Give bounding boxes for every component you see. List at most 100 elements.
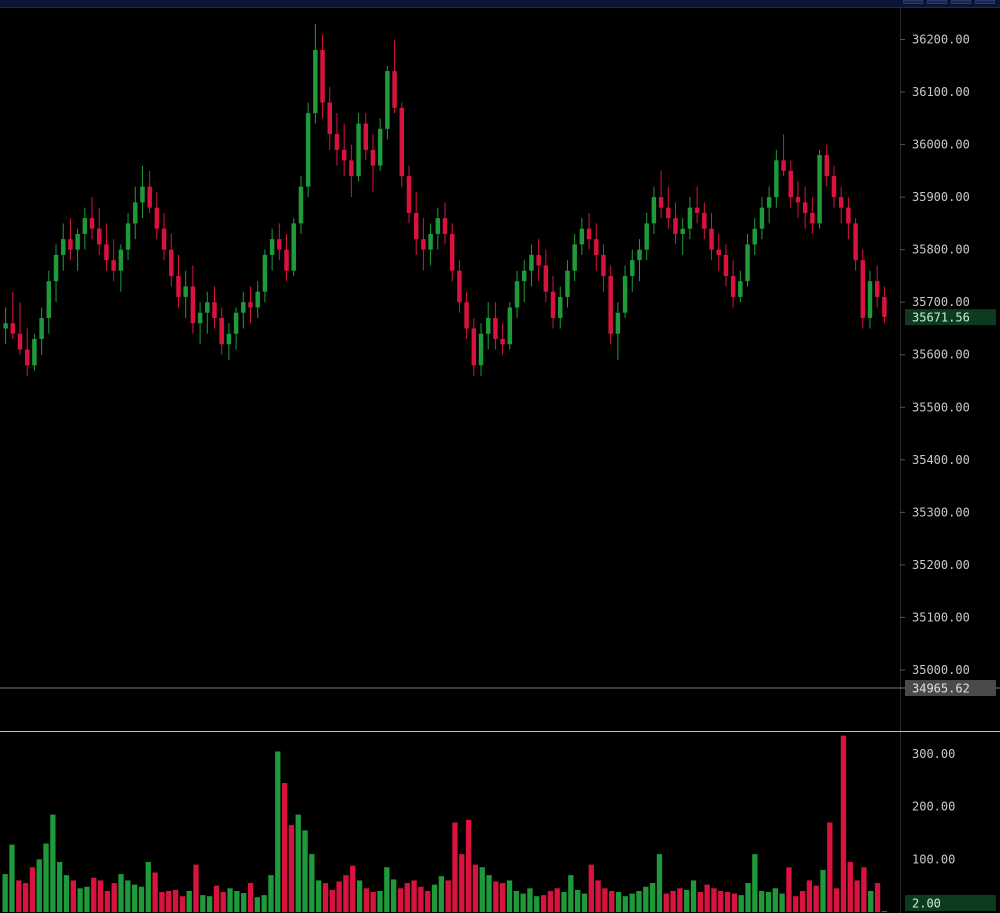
volume-bar — [268, 875, 274, 912]
candle-body — [82, 218, 88, 234]
toolbar-button-3[interactable] — [951, 0, 971, 4]
volume-bar — [759, 890, 765, 912]
volume-bar — [813, 885, 819, 912]
candle-body — [565, 270, 570, 297]
candle-body — [594, 239, 599, 255]
volume-bar — [840, 735, 847, 912]
toolbar-button-1[interactable] — [903, 0, 923, 4]
volume-bar — [752, 854, 758, 912]
candle-body — [133, 202, 138, 224]
volume-bar — [588, 864, 594, 912]
volume-bar — [350, 865, 356, 912]
candle-body — [882, 296, 887, 317]
volume-bar — [261, 895, 267, 912]
candle-body — [608, 275, 613, 334]
candle-body — [176, 275, 181, 297]
candle-body — [867, 281, 873, 318]
price-tick-label: 36100.00 — [912, 85, 970, 99]
volume-bar — [547, 890, 554, 912]
volume-bar — [281, 783, 288, 912]
candle-body — [572, 244, 577, 271]
candle-body — [10, 323, 16, 334]
volume-bar — [820, 869, 826, 912]
candle-body — [817, 155, 822, 224]
candle-body — [673, 218, 678, 234]
candle-body — [723, 254, 729, 276]
price-tick-label: 35700.00 — [912, 295, 970, 309]
volume-bar — [479, 867, 485, 912]
volume-bar — [302, 830, 308, 912]
candle-body — [241, 302, 246, 313]
crosshair-price-label: 34965.62 — [912, 682, 970, 696]
last-price-label: 35671.56 — [912, 311, 970, 325]
candle-body — [709, 228, 714, 250]
candle-body — [579, 228, 585, 245]
volume-bar — [765, 891, 772, 912]
price-tick-label: 35300.00 — [912, 505, 970, 519]
candle-body — [392, 71, 397, 108]
toolbar-button-4[interactable] — [975, 0, 995, 4]
candle-body — [759, 207, 765, 229]
candle-body — [694, 207, 700, 213]
candle-body — [363, 123, 368, 150]
candle-body — [730, 275, 736, 297]
volume-bar — [656, 854, 663, 912]
candle-body — [738, 281, 743, 297]
volume-bar — [343, 875, 349, 912]
candle-body — [637, 249, 642, 261]
volume-bar — [799, 890, 806, 912]
candle-body — [118, 249, 124, 271]
candle-body — [766, 197, 772, 208]
volume-bar — [718, 890, 724, 912]
volume-bar — [493, 881, 499, 912]
volume-bar — [363, 888, 370, 912]
toolbar-button-2[interactable] — [927, 0, 947, 4]
candle-body — [853, 223, 858, 261]
volume-bar — [377, 890, 383, 912]
price-tick-label: 35900.00 — [912, 190, 970, 204]
volume-bar — [738, 895, 744, 912]
candle-body — [255, 291, 260, 308]
candle-body — [399, 107, 405, 177]
candle-body — [125, 223, 131, 250]
volume-bar — [854, 880, 860, 912]
volume-bar — [452, 822, 458, 912]
candle-body — [824, 155, 830, 177]
candle-body — [666, 207, 671, 219]
candle-body — [428, 233, 433, 250]
candle-body — [485, 317, 491, 334]
volume-bar — [459, 854, 465, 912]
candle-body — [190, 286, 196, 324]
candle-body — [233, 312, 239, 334]
candle-body — [219, 317, 224, 345]
candle-body — [680, 228, 685, 234]
volume-bar — [275, 751, 281, 912]
volume-bar — [827, 822, 833, 912]
price-tick-label: 36200.00 — [912, 33, 970, 47]
volume-bar — [568, 875, 574, 912]
volume-bar — [384, 867, 390, 912]
candle-body — [795, 197, 801, 203]
volume-bar — [602, 888, 608, 912]
candle-body — [320, 50, 325, 103]
candle-body — [313, 50, 318, 114]
volume-bar — [697, 891, 703, 912]
price-tick-label: 35000.00 — [912, 663, 970, 677]
candle-body — [17, 333, 23, 350]
candle-body — [248, 302, 253, 308]
volume-bar — [786, 867, 792, 912]
candle-body — [644, 223, 649, 250]
candle-body — [60, 239, 66, 255]
volume-bar — [241, 893, 247, 912]
volume-bar — [500, 883, 506, 912]
volume-bar — [438, 876, 444, 912]
price-tick-label: 35800.00 — [912, 243, 970, 257]
volume-bar — [29, 867, 36, 912]
candle-body — [788, 170, 793, 198]
candle-body — [413, 212, 419, 240]
candle-body — [53, 254, 59, 282]
volume-bar — [690, 880, 697, 912]
candle-body — [651, 197, 657, 224]
volume-bar — [234, 890, 240, 912]
